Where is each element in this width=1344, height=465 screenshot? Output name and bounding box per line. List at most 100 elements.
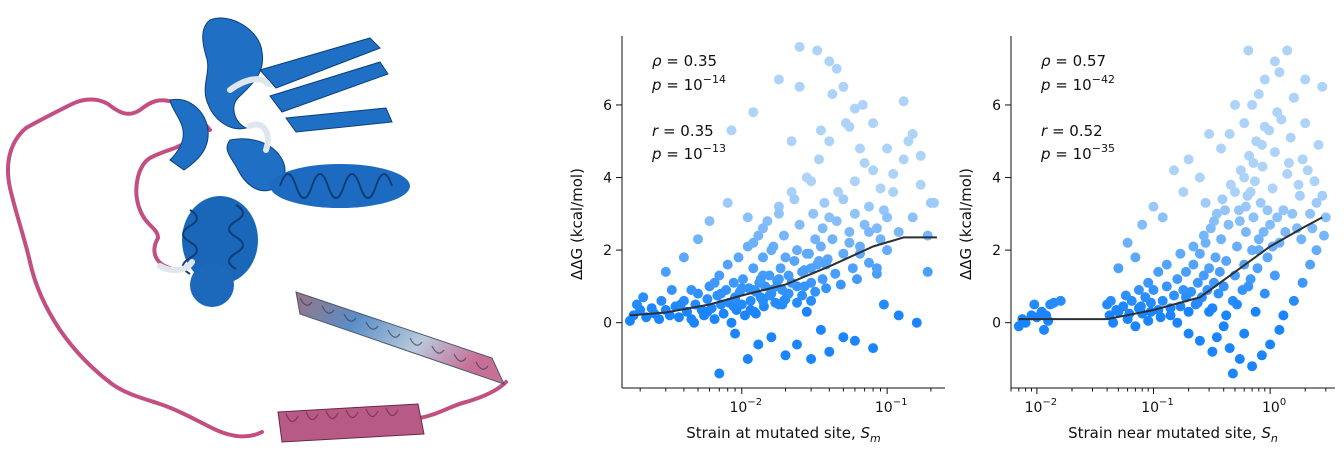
data-point bbox=[1137, 219, 1148, 230]
points-layer bbox=[624, 41, 939, 379]
data-point bbox=[824, 212, 835, 223]
data-point bbox=[1282, 168, 1293, 179]
data-point bbox=[864, 257, 874, 268]
data-point bbox=[1317, 190, 1328, 201]
data-point bbox=[1161, 281, 1172, 292]
x-tick-base: 10 bbox=[1262, 400, 1280, 416]
data-point bbox=[810, 234, 821, 245]
data-point bbox=[1232, 299, 1242, 310]
data-point bbox=[875, 183, 886, 194]
data-point bbox=[903, 136, 914, 147]
trend-line bbox=[629, 236, 937, 317]
data-point bbox=[1216, 234, 1227, 245]
data-point bbox=[726, 125, 737, 136]
data-point bbox=[1113, 263, 1124, 274]
data-point bbox=[806, 263, 817, 274]
data-point bbox=[915, 179, 926, 190]
data-point bbox=[824, 136, 835, 147]
data-point bbox=[1155, 312, 1166, 323]
data-point bbox=[753, 339, 764, 350]
data-point bbox=[1224, 343, 1235, 354]
x-axis-label: Strain at mutated site, Sm bbox=[686, 424, 881, 445]
folded-domain bbox=[169, 17, 393, 192]
data-point bbox=[666, 285, 677, 295]
data-point bbox=[1220, 205, 1230, 216]
data-point bbox=[1296, 234, 1307, 245]
data-point bbox=[1269, 147, 1280, 158]
data-point bbox=[742, 212, 753, 223]
data-point bbox=[1148, 201, 1159, 212]
data-point bbox=[888, 168, 899, 179]
data-point bbox=[674, 312, 684, 323]
data-point bbox=[1244, 150, 1255, 161]
data-point bbox=[871, 223, 882, 234]
svg-text:10−2: 10−2 bbox=[1025, 397, 1058, 416]
data-point bbox=[812, 45, 823, 56]
data-point bbox=[1240, 227, 1251, 237]
data-point bbox=[1153, 266, 1164, 277]
data-point bbox=[792, 339, 802, 350]
disordered-loop bbox=[5, 97, 264, 439]
data-point bbox=[775, 263, 786, 274]
data-point bbox=[1192, 277, 1203, 288]
data-point bbox=[1108, 317, 1119, 328]
data-point bbox=[693, 234, 703, 245]
data-point bbox=[1198, 270, 1209, 281]
data-point bbox=[730, 328, 741, 339]
data-point bbox=[1240, 201, 1251, 212]
pearson-r: r = 0.35 bbox=[652, 122, 714, 140]
data-point bbox=[1262, 252, 1273, 263]
points-layer bbox=[1013, 45, 1331, 379]
data-point bbox=[1307, 223, 1318, 234]
data-point bbox=[738, 274, 748, 285]
data-point bbox=[849, 103, 860, 114]
data-point bbox=[1239, 172, 1250, 183]
data-point bbox=[814, 154, 824, 165]
spearman-p-value: p = 10−42 bbox=[1040, 73, 1115, 94]
data-point bbox=[1223, 219, 1234, 230]
data-point bbox=[1181, 266, 1191, 277]
data-point bbox=[815, 241, 826, 252]
data-point bbox=[882, 245, 893, 256]
y-tick-1: 2 bbox=[603, 243, 622, 259]
data-point bbox=[1256, 139, 1267, 150]
data-point bbox=[773, 208, 784, 219]
data-point bbox=[766, 245, 777, 256]
data-point bbox=[1234, 216, 1245, 227]
c-terminal-loop bbox=[418, 380, 508, 420]
data-point bbox=[1253, 89, 1264, 100]
x-tick-exponent: 0 bbox=[1280, 397, 1286, 408]
data-point bbox=[1262, 205, 1273, 216]
x-tick-0: 10−2 bbox=[1025, 388, 1058, 416]
data-point bbox=[893, 310, 904, 321]
data-point bbox=[1111, 305, 1122, 315]
data-point bbox=[1213, 288, 1224, 299]
data-point bbox=[675, 299, 686, 310]
data-point bbox=[1194, 248, 1205, 259]
y-tick-0: 0 bbox=[992, 316, 1011, 332]
data-point bbox=[702, 306, 713, 317]
data-point bbox=[797, 266, 808, 277]
data-point bbox=[801, 306, 812, 317]
data-point bbox=[1276, 114, 1287, 125]
data-point bbox=[1243, 45, 1254, 56]
x-tick-1: 10−1 bbox=[1141, 388, 1174, 416]
data-point bbox=[806, 295, 817, 306]
data-point bbox=[1293, 179, 1304, 190]
data-point bbox=[878, 299, 889, 310]
data-point bbox=[888, 187, 899, 197]
data-point bbox=[1055, 295, 1066, 306]
data-point bbox=[1122, 237, 1133, 248]
pearson-p-value: p = 10−13 bbox=[651, 142, 726, 163]
data-point bbox=[1183, 328, 1194, 339]
data-point bbox=[871, 263, 882, 274]
data-point bbox=[1194, 335, 1205, 346]
data-point bbox=[778, 295, 789, 306]
data-point bbox=[758, 252, 768, 263]
data-point bbox=[1204, 306, 1215, 317]
data-point bbox=[1214, 266, 1225, 277]
data-point bbox=[1234, 354, 1245, 364]
data-point bbox=[1294, 190, 1305, 201]
data-point bbox=[766, 332, 777, 343]
